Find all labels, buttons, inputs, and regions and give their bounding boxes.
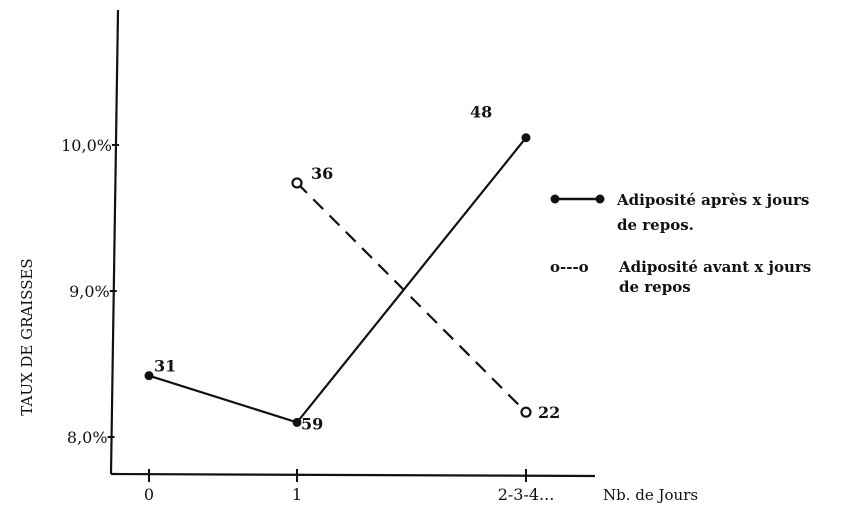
- series-layer: 31 59 48 36 22: [144, 103, 560, 433]
- legend-marker-filled: [595, 194, 605, 204]
- x-tick-label: 2-3-4...: [498, 485, 555, 504]
- series-line: [296, 182, 527, 413]
- data-label: 48: [470, 103, 492, 122]
- x-axis: [110, 472, 596, 478]
- x-tick-label: 0: [144, 485, 154, 504]
- data-point: [291, 177, 303, 189]
- axes: [109, 9, 596, 478]
- data-label: 31: [154, 357, 176, 376]
- legend-entry-2: o---o Adiposité avant x jours de repos: [550, 258, 811, 296]
- legend: Adiposité après x jours de repos. o---o Adi…: [550, 191, 811, 296]
- legend-entry-1: Adiposité après x jours de repos.: [550, 191, 809, 234]
- series-line: [148, 137, 527, 424]
- y-tick-label: 10,0%: [61, 136, 112, 155]
- legend-marker-filled: [550, 194, 560, 204]
- x-ticks: 0 1 2-3-4...: [144, 469, 554, 504]
- data-point: [292, 417, 302, 427]
- x-axis-title: Nb. de Jours: [603, 486, 698, 504]
- data-point: [520, 406, 532, 418]
- data-point: [144, 371, 154, 381]
- data-point: [521, 133, 531, 143]
- y-tick-label: 8,0%: [67, 428, 108, 447]
- data-label: 59: [301, 414, 323, 433]
- legend-label: Adiposité avant x jours: [618, 258, 811, 276]
- y-tick-label: 9,0%: [69, 282, 110, 301]
- y-ticks: 8,0% 9,0% 10,0%: [61, 136, 119, 447]
- series-2: 36 22: [291, 164, 560, 422]
- y-axis-title: TAUX DE GRAISSES: [18, 258, 36, 415]
- legend-label: de repos.: [617, 216, 694, 234]
- x-tick-label: 1: [292, 485, 302, 504]
- series-1: 31 59 48: [144, 103, 531, 433]
- y-axis: [109, 9, 120, 475]
- legend-label: de repos: [619, 278, 691, 296]
- legend-label: Adiposité après x jours: [616, 191, 809, 209]
- legend-symbol-dashed: o---o: [550, 258, 589, 276]
- data-label: 22: [538, 403, 560, 422]
- data-label: 36: [311, 164, 333, 183]
